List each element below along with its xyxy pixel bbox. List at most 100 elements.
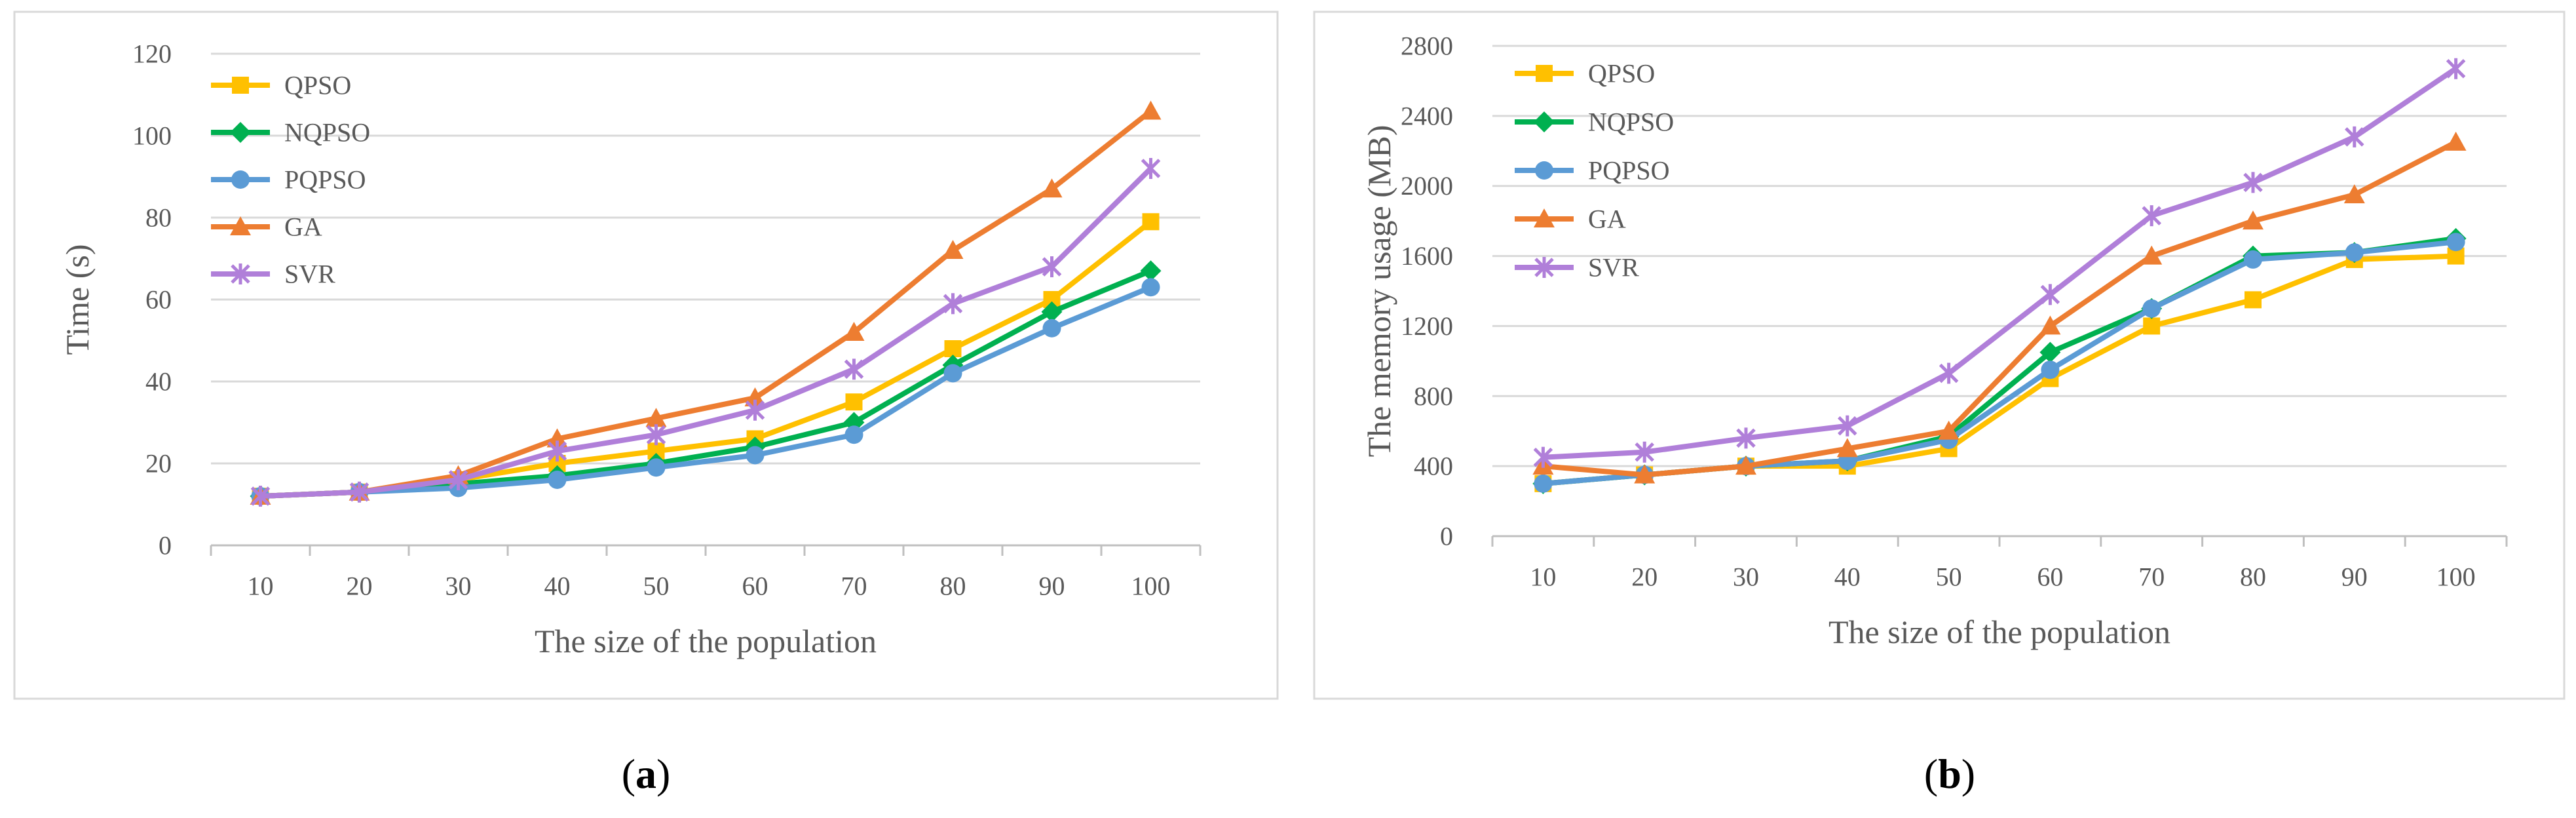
y-tick-label: 400 — [1414, 452, 1453, 481]
data-point-ga — [1140, 100, 1162, 120]
data-point-ga — [942, 240, 964, 259]
chart-frame — [1313, 10, 2566, 700]
legend-label-nqpso: NQPSO — [284, 118, 370, 147]
data-point-nqpso — [1041, 301, 1063, 322]
x-tick-label: 50 — [1936, 562, 1962, 592]
y-axis-title: Time (s) — [59, 244, 96, 355]
data-point-pqpso — [746, 446, 765, 465]
data-point-svr — [745, 399, 765, 421]
y-tick-label: 800 — [1414, 381, 1453, 411]
data-point-svr — [547, 440, 567, 462]
data-point-ga — [2243, 210, 2263, 230]
data-point-ga — [2445, 131, 2467, 151]
legend-marker-pqpso — [1535, 161, 1553, 180]
legend: QPSO NQPSO PQPSO GA SVR — [211, 71, 370, 289]
y-tick-label: 0 — [159, 531, 172, 560]
data-point-svr — [2446, 58, 2466, 79]
data-point-svr — [2345, 126, 2364, 147]
x-axis-title: The size of the population — [535, 623, 877, 659]
x-tick-label: 100 — [1131, 572, 1171, 601]
data-point-svr — [1533, 446, 1553, 468]
data-point-svr — [2142, 205, 2161, 227]
x-tick-label: 100 — [2436, 562, 2476, 592]
data-point-ga — [2141, 245, 2163, 265]
x-tick-label: 80 — [940, 572, 966, 601]
x-tick-label: 90 — [1039, 572, 1065, 601]
data-point-svr — [1939, 362, 1959, 384]
legend-marker-pqpso — [231, 170, 250, 189]
data-point-qpso — [1142, 213, 1160, 231]
x-tick-label: 50 — [643, 572, 670, 601]
y-tick-label: 80 — [145, 203, 172, 233]
legend-label-pqpso: PQPSO — [284, 165, 366, 195]
panel-label-open-paren: ( — [622, 750, 635, 797]
legend: QPSO NQPSO PQPSO GA SVR — [1515, 59, 1674, 282]
y-tick-label: 2400 — [1401, 101, 1453, 130]
series-line-pqpso — [260, 284, 1152, 499]
data-point-pqpso — [844, 425, 863, 444]
series-line-svr — [260, 166, 1153, 499]
legend-marker-svr — [231, 263, 250, 284]
y-tick-label: 40 — [145, 367, 172, 397]
panel-label-open-paren: ( — [1924, 750, 1938, 797]
legend-marker-nqpso — [230, 122, 251, 143]
legend-label-svr: SVR — [1588, 253, 1639, 282]
data-point-svr — [1838, 415, 1857, 437]
data-point-ga — [1836, 438, 1858, 458]
series-ga — [1532, 131, 2467, 484]
chart-panel-b: 0 400 800 1200 1600 2000 2400 2800 10 20 30 40 50 60 7… — [1313, 10, 2566, 797]
series-svr — [250, 158, 1161, 507]
x-tick-label: 60 — [2037, 562, 2063, 592]
data-point-ga — [843, 322, 865, 341]
panel-label-close-paren: ) — [656, 750, 670, 797]
data-point-svr — [1736, 427, 1756, 449]
legend-marker-ga — [230, 216, 251, 235]
y-tick-label: 1600 — [1401, 241, 1453, 271]
legend-label-ga: GA — [1588, 204, 1626, 234]
legend-label-nqpso: NQPSO — [1588, 107, 1674, 137]
x-tick-label: 30 — [1733, 562, 1759, 592]
chart-panel-a: 0 20 40 60 80 100 120 10 20 30 40 50 60 70 80 90 100 The … — [13, 10, 1279, 797]
x-tick-label: 10 — [1530, 562, 1556, 592]
series-line-svr — [1543, 66, 2457, 460]
data-point-pqpso — [647, 458, 666, 477]
y-tick-label: 2800 — [1401, 31, 1453, 61]
data-point-svr — [250, 486, 271, 507]
data-point-qpso — [2143, 317, 2161, 335]
data-point-pqpso — [2446, 233, 2465, 252]
data-point-ga — [1938, 420, 1960, 440]
data-point-svr — [646, 424, 666, 446]
x-tick-label: 20 — [1631, 562, 1657, 592]
x-tick-label: 60 — [742, 572, 768, 601]
data-point-svr — [1635, 441, 1654, 463]
data-point-pqpso — [2345, 243, 2364, 262]
data-point-ga — [744, 387, 766, 406]
x-tick-label: 40 — [544, 572, 571, 601]
y-tick-label: 60 — [145, 285, 172, 315]
x-tick-label: 20 — [347, 572, 373, 601]
x-tick-label: 30 — [445, 572, 472, 601]
data-point-nqpso — [2039, 341, 2061, 363]
data-point-pqpso — [1534, 474, 1553, 493]
data-point-qpso — [944, 340, 962, 357]
series-svr — [1533, 58, 2466, 468]
panel-label-close-paren: ) — [1961, 750, 1975, 797]
y-axis-title: The memory usage (MB) — [1361, 125, 1397, 458]
y-tick-label: 120 — [132, 39, 172, 69]
legend-label-qpso: QPSO — [1588, 59, 1655, 88]
y-tick-label: 1200 — [1401, 311, 1453, 341]
x-tick-label: 70 — [841, 572, 867, 601]
data-point-svr — [844, 359, 864, 380]
y-tick-label: 0 — [1440, 522, 1453, 551]
x-tick-label: 40 — [1834, 562, 1861, 592]
data-point-qpso — [845, 393, 863, 411]
data-point-svr — [1141, 158, 1161, 179]
legend-marker-nqpso — [1534, 111, 1555, 132]
legend-label-ga: GA — [284, 212, 322, 242]
panel-label-letter: a — [635, 750, 656, 797]
data-point-svr — [1042, 256, 1062, 277]
data-point-pqpso — [2244, 250, 2262, 269]
data-point-svr — [2243, 172, 2263, 193]
panel-label: (a) — [622, 750, 671, 797]
